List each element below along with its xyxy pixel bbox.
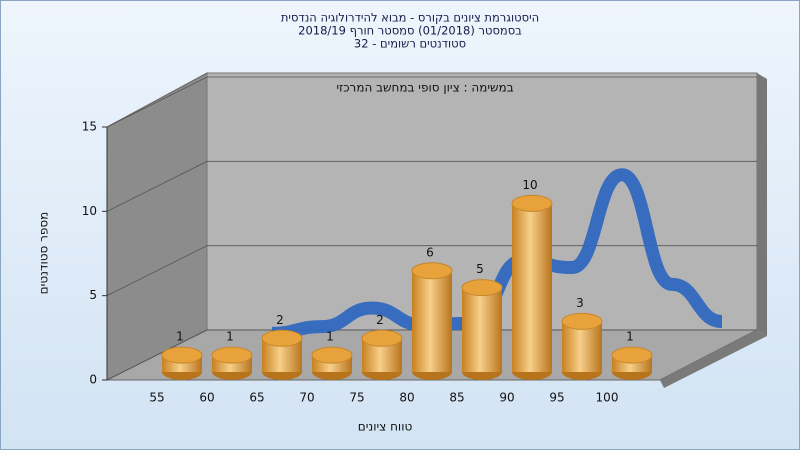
x-tick-label: 65 — [249, 391, 264, 405]
grid-line — [106, 160, 757, 212]
bar-top — [261, 329, 303, 347]
value-label: 1 — [626, 330, 634, 344]
bar — [411, 262, 453, 380]
bar — [161, 346, 203, 380]
value-label: 5 — [476, 262, 484, 276]
chart-title: בסמסטר (01/2018) סמסטר חורף 2018/19 — [298, 24, 522, 38]
bar-body — [462, 287, 502, 372]
value-label: 2 — [376, 313, 384, 327]
bar-top — [211, 346, 253, 364]
bar — [211, 346, 253, 380]
bar-top — [411, 262, 453, 280]
left-wall — [106, 72, 208, 381]
bar — [611, 346, 653, 380]
value-label: 1 — [176, 330, 184, 344]
x-tick-label: 85 — [449, 391, 464, 405]
x-tick-label: 70 — [299, 391, 314, 405]
floor-edge — [660, 330, 767, 388]
grid-line — [106, 76, 757, 128]
bar — [561, 312, 603, 380]
subtitle: במשימה : ציון סופי במחשב המרכזי — [336, 81, 513, 95]
x-tick-label: 80 — [399, 391, 414, 405]
value-label: 1 — [226, 330, 234, 344]
bar-top — [561, 312, 603, 330]
chart-title: היסטוגרמת ציונים בקורס - מבוא להידרולוגי… — [281, 11, 539, 25]
bar-top — [361, 329, 403, 347]
y-tick-label: 10 — [82, 204, 97, 218]
bar — [511, 194, 553, 380]
wall-edge — [757, 73, 767, 336]
grid-line — [106, 245, 757, 297]
bar — [361, 329, 403, 380]
y-axis-label: מספר סטודנטים — [37, 212, 51, 295]
bar — [261, 329, 303, 380]
value-label: 10 — [522, 178, 537, 192]
bar-body — [512, 203, 552, 372]
chart-title: סטודנטים רשומים - 32 — [354, 37, 466, 51]
bar-top — [311, 346, 353, 364]
y-tick-label: 0 — [89, 373, 97, 387]
bar-top — [161, 346, 203, 364]
bar-top — [611, 346, 653, 364]
y-tick-label: 5 — [89, 288, 97, 302]
x-tick-label: 60 — [199, 391, 214, 405]
value-label: 2 — [276, 313, 284, 327]
bar-top — [461, 279, 503, 297]
x-tick-label: 55 — [149, 391, 164, 405]
value-label: 1 — [326, 330, 334, 344]
x-tick-label: 95 — [549, 391, 564, 405]
bar-top — [511, 194, 553, 212]
x-tick-label: 90 — [499, 391, 514, 405]
bar — [461, 279, 503, 380]
value-label: 3 — [576, 296, 584, 310]
x-tick-label: 100 — [596, 391, 619, 405]
bar — [311, 346, 353, 380]
x-axis-label: טווח ציונים — [358, 420, 413, 434]
x-tick-label: 75 — [349, 391, 364, 405]
value-label: 6 — [426, 245, 434, 259]
bar-body — [412, 270, 452, 372]
y-tick-label: 15 — [82, 120, 97, 134]
titles: היסטוגרמת ציונים בקורס - מבוא להידרולוגי… — [281, 11, 539, 51]
